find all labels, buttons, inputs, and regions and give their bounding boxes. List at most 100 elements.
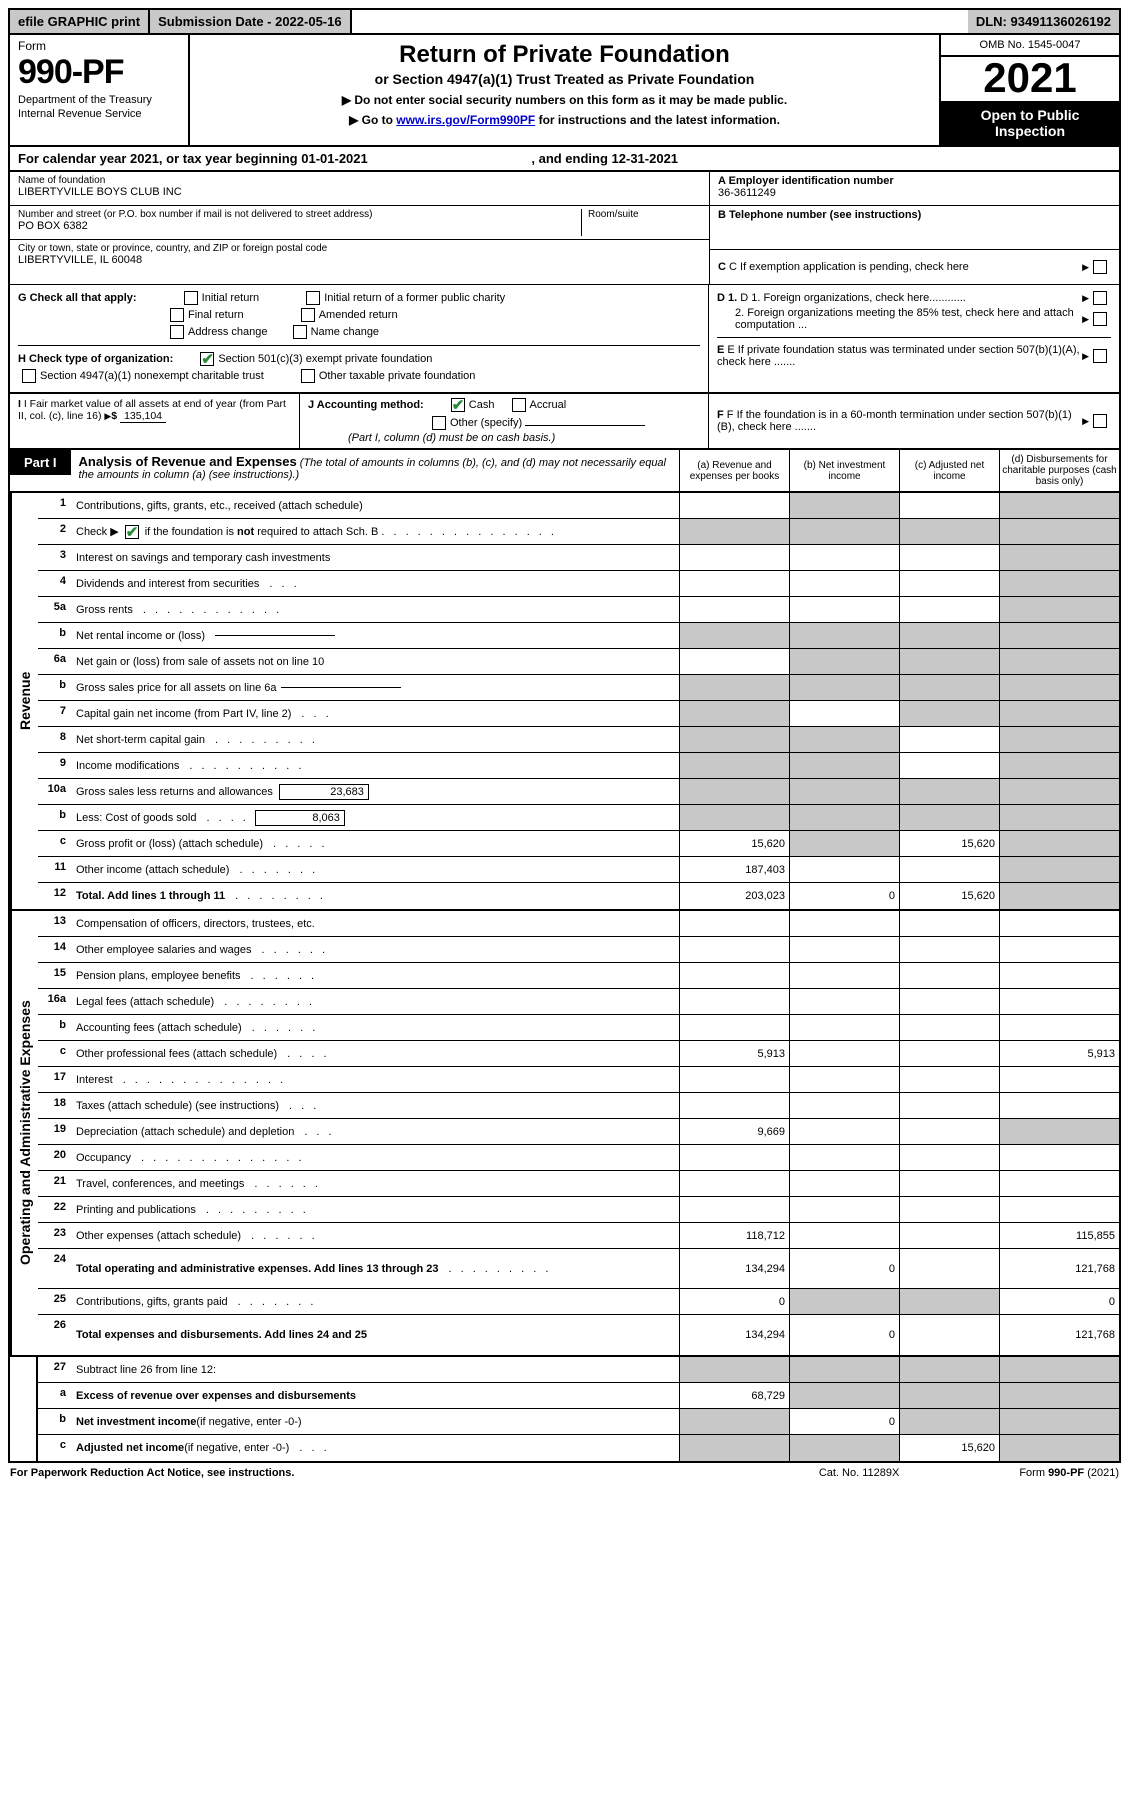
efile-label[interactable]: efile GRAPHIC print [10,10,150,33]
arrow-icon [1082,261,1089,273]
instr-ssn: ▶ Do not enter social security numbers o… [200,93,929,107]
open-inspection: Open to Public Inspection [941,101,1119,145]
col-c-header: (c) Adjusted net income [899,450,999,491]
cat-number: Cat. No. 11289X [819,1467,900,1479]
table-row: cGross profit or (loss) (attach schedule… [38,831,1119,857]
form-title-block: Return of Private Foundation or Section … [190,35,939,145]
revenue-side-label: Revenue [10,493,38,909]
table-row: 12Total. Add lines 1 through 11. . . . .… [38,883,1119,909]
val-24-a: 134,294 [679,1249,789,1288]
form-subtitle: or Section 4947(a)(1) Trust Treated as P… [200,71,929,87]
arrow-icon [1082,415,1089,427]
expenses-side-label: Operating and Administrative Expenses [10,911,38,1355]
arrow-icon [1082,313,1089,325]
val-26-b: 0 [789,1315,899,1355]
table-row: 5aGross rents. . . . . . . . . . . . [38,597,1119,623]
fmv-value: 135,104 [120,410,166,423]
part1-header: Part I Analysis of Revenue and Expenses … [8,450,1121,493]
form-footer-id: Form 990-PF (2021) [1019,1467,1119,1479]
checkbox-d2[interactable] [1093,312,1107,326]
checkbox-final[interactable] [170,308,184,322]
paperwork-notice: For Paperwork Reduction Act Notice, see … [10,1467,294,1479]
form-id-block: Form 990-PF Department of the Treasury I… [10,35,190,145]
foundation-city: LIBERTYVILLE, IL 60048 [18,254,701,266]
col-d-header: (d) Disbursements for charitable purpose… [999,450,1119,491]
dept-treasury: Department of the Treasury [18,94,180,106]
val-10c-c: 15,620 [899,831,999,856]
form-label: Form [18,39,180,53]
val-24-b: 0 [789,1249,899,1288]
tax-year: 2021 [941,57,1119,99]
foundation-name-cell: Name of foundation LIBERTYVILLE BOYS CLU… [10,172,709,206]
ijf-block: I I Fair market value of all assets at e… [8,394,1121,450]
tax-begin: 01-01-2021 [301,151,368,166]
identity-block: Name of foundation LIBERTYVILLE BOYS CLU… [8,172,1121,284]
val-12-a: 203,023 [679,883,789,909]
checkbox-accrual[interactable] [512,398,526,412]
checkbox-c[interactable] [1093,260,1107,274]
val-16c-d: 5,913 [999,1041,1119,1066]
checkbox-address[interactable] [170,325,184,339]
col-b-header: (b) Net investment income [789,450,899,491]
line27-section: 27Subtract line 26 from line 12: aExcess… [8,1357,1121,1463]
table-row: 3Interest on savings and temporary cash … [38,545,1119,571]
checkbox-initial-former[interactable] [306,291,320,305]
table-row: bNet rental income or (loss) [38,623,1119,649]
table-row: 8Net short-term capital gain. . . . . . … [38,727,1119,753]
val-10c-a: 15,620 [679,831,789,856]
arrow-icon [1082,292,1089,304]
submission-date: Submission Date - 2022-05-16 [150,10,352,33]
val-19-a: 9,669 [679,1119,789,1144]
table-row: 7Capital gain net income (from Part IV, … [38,701,1119,727]
table-row: 13Compensation of officers, directors, t… [38,911,1119,937]
val-10a: 23,683 [279,784,369,800]
table-row: 1Contributions, gifts, grants, etc., rec… [38,493,1119,519]
checkbox-other-method[interactable] [432,416,446,430]
ein-label: A Employer identification number [718,175,1111,187]
h-label: H Check type of organization: [18,353,173,365]
checkbox-f[interactable] [1093,414,1107,428]
checkbox-cash[interactable] [451,398,465,412]
val-25-d: 0 [999,1289,1119,1314]
checkbox-initial[interactable] [184,291,198,305]
val-25-a: 0 [679,1289,789,1314]
checkbox-501c3[interactable] [200,352,214,366]
table-row: 10aGross sales less returns and allowanc… [38,779,1119,805]
table-row: 15Pension plans, employee benefits. . . … [38,963,1119,989]
table-row: 23Other expenses (attach schedule). . . … [38,1223,1119,1249]
foundation-name: LIBERTYVILLE BOYS CLUB INC [18,186,701,198]
val-23-a: 118,712 [679,1223,789,1248]
table-row: cOther professional fees (attach schedul… [38,1041,1119,1067]
check-block: G Check all that apply: Initial return I… [8,284,1121,394]
val-27a-a: 68,729 [679,1383,789,1408]
table-row: cAdjusted net income (if negative, enter… [38,1435,1119,1461]
expenses-section: Operating and Administrative Expenses 13… [8,911,1121,1357]
phone-label: B Telephone number (see instructions) [718,209,1111,221]
part1-tab: Part I [10,450,71,475]
val-12-b: 0 [789,883,899,909]
val-26-d: 121,768 [999,1315,1119,1355]
checkbox-schb[interactable] [125,525,139,539]
val-10b: 8,063 [255,810,345,826]
table-row: 16aLegal fees (attach schedule). . . . .… [38,989,1119,1015]
revenue-section: Revenue 1Contributions, gifts, grants, e… [8,493,1121,911]
val-12-c: 15,620 [899,883,999,909]
table-row: 21Travel, conferences, and meetings. . .… [38,1171,1119,1197]
irs-link[interactable]: www.irs.gov/Form990PF [396,113,535,127]
table-row: aExcess of revenue over expenses and dis… [38,1383,1119,1409]
table-row: bLess: Cost of goods sold. . . .8,063 [38,805,1119,831]
checkbox-amended[interactable] [301,308,315,322]
checkbox-namechg[interactable] [293,325,307,339]
ein-value: 36-3611249 [718,187,1111,199]
form-header: Form 990-PF Department of the Treasury I… [8,35,1121,147]
form-number: 990-PF [18,53,180,92]
val-27b-b: 0 [789,1409,899,1434]
checkbox-4947[interactable] [22,369,36,383]
checkbox-d1[interactable] [1093,291,1107,305]
table-row: 19Depreciation (attach schedule) and dep… [38,1119,1119,1145]
calendar-year-row: For calendar year 2021, or tax year begi… [8,147,1121,172]
checkbox-other-taxable[interactable] [301,369,315,383]
table-row: 27Subtract line 26 from line 12: [38,1357,1119,1383]
checkbox-e[interactable] [1093,349,1107,363]
table-row: 20Occupancy. . . . . . . . . . . . . . [38,1145,1119,1171]
